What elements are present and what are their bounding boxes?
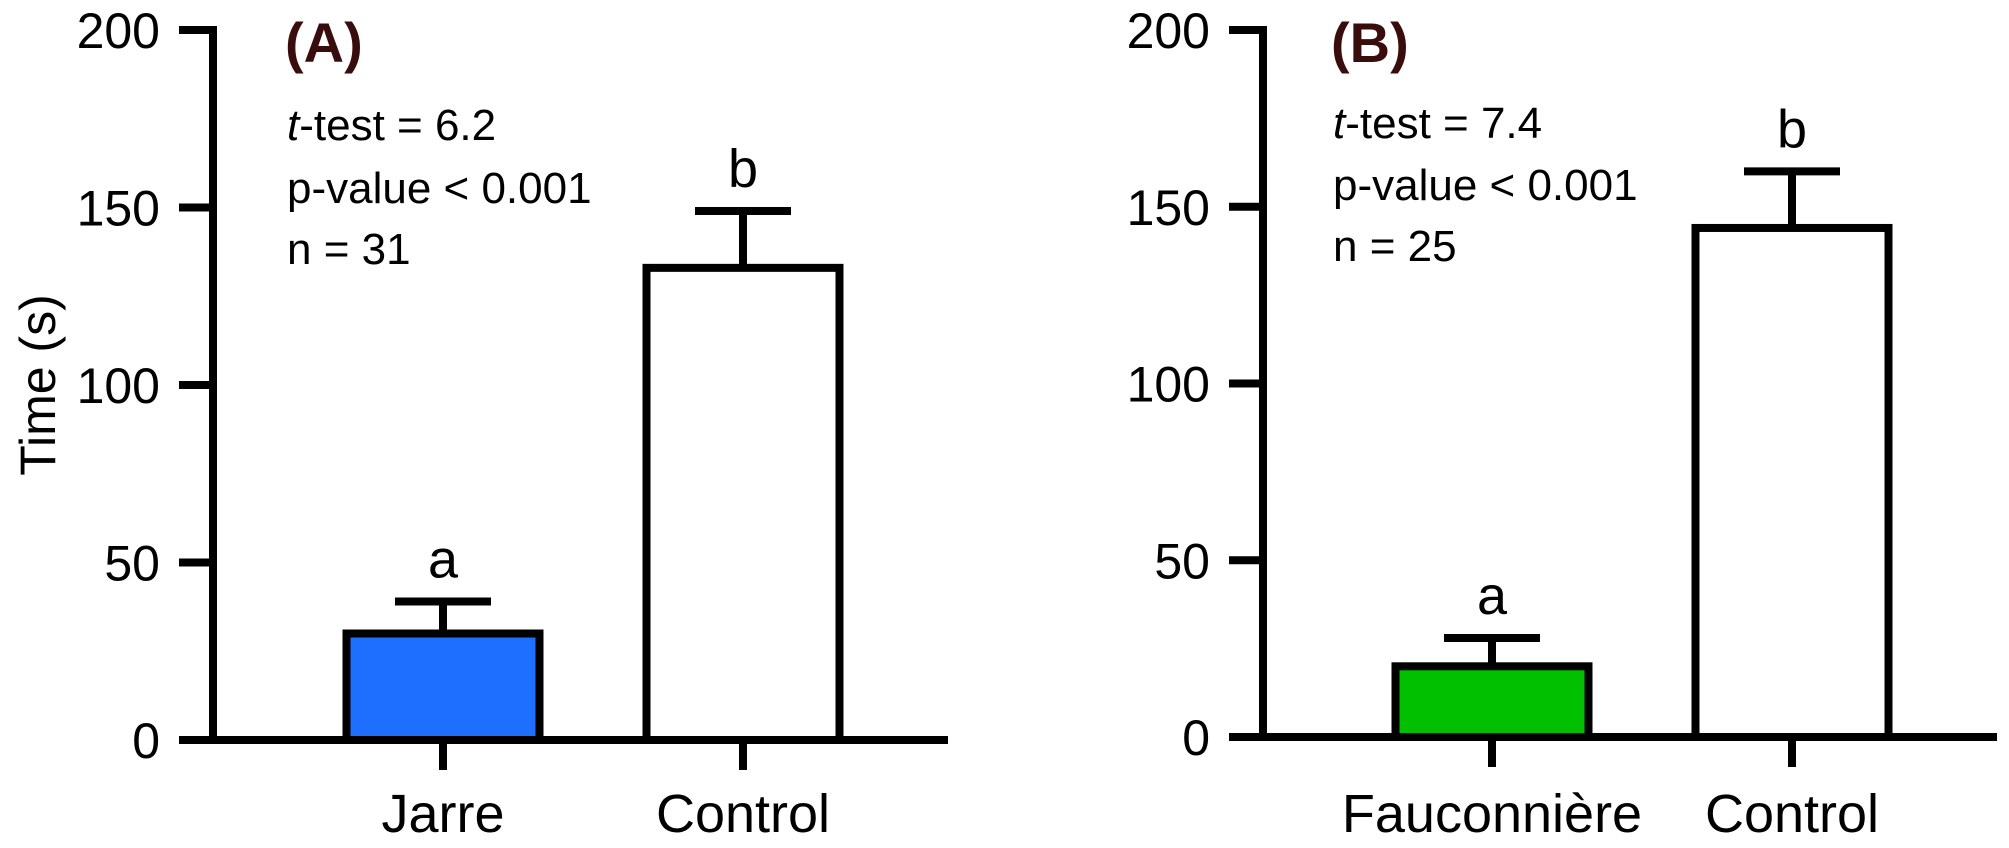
y-tick-label: 0 bbox=[1182, 710, 1210, 766]
category-label: Fauconnière bbox=[1342, 784, 1642, 844]
category-label: Jarre bbox=[381, 784, 504, 844]
t-test-italic: t bbox=[1333, 99, 1347, 148]
significance-label: b bbox=[728, 139, 758, 199]
t-test-text: t-test = 7.4 bbox=[1333, 99, 1542, 148]
p-value-text: p-value < 0.001 bbox=[1333, 161, 1638, 210]
y-axis-label: Time (s) bbox=[10, 294, 66, 475]
y-tick-label: 0 bbox=[132, 713, 160, 769]
bar bbox=[1391, 662, 1593, 741]
t-test-text: t-test = 6.2 bbox=[287, 101, 496, 150]
significance-label: a bbox=[1477, 566, 1508, 626]
y-tick-label: 100 bbox=[77, 358, 160, 414]
t-test-value: -test = 6.2 bbox=[299, 101, 496, 150]
panel-label: (B) bbox=[1331, 11, 1409, 74]
y-tick-label: 150 bbox=[77, 181, 160, 237]
y-tick-label: 100 bbox=[1127, 357, 1210, 413]
y-ticks: 0 50 100 150 200 bbox=[1127, 3, 1263, 766]
y-ticks: 0 50 100 150 200 bbox=[77, 3, 213, 769]
significance-label: a bbox=[428, 530, 459, 590]
panel-a: (A) Time (s) t-test = 6.2 p-value < 0.00… bbox=[10, 3, 948, 844]
axes: Jarre Control bbox=[209, 26, 948, 844]
y-tick-label: 50 bbox=[104, 536, 160, 592]
bar bbox=[1691, 223, 1893, 742]
bar bbox=[642, 263, 844, 744]
significance-label: b bbox=[1777, 99, 1807, 159]
y-tick-label: 150 bbox=[1127, 180, 1210, 236]
bar bbox=[342, 629, 544, 744]
axes: Fauconnière Control bbox=[1259, 26, 1997, 844]
category-label: Control bbox=[1705, 784, 1879, 844]
t-test-italic: t bbox=[287, 101, 301, 150]
bars: ab bbox=[342, 139, 844, 744]
y-tick-label: 200 bbox=[77, 3, 160, 59]
category-label: Control bbox=[656, 784, 830, 844]
panel-label: (A) bbox=[285, 11, 363, 74]
p-value-text: p-value < 0.001 bbox=[287, 164, 592, 213]
y-tick-label: 200 bbox=[1127, 3, 1210, 59]
bars: ab bbox=[1391, 99, 1893, 742]
panel-b: (B) t-test = 7.4 p-value < 0.001 n = 25 … bbox=[1127, 3, 1997, 844]
y-tick-label: 50 bbox=[1154, 533, 1210, 589]
n-text: n = 31 bbox=[287, 225, 411, 274]
n-text: n = 25 bbox=[1333, 222, 1457, 271]
t-test-value: -test = 7.4 bbox=[1345, 99, 1542, 148]
